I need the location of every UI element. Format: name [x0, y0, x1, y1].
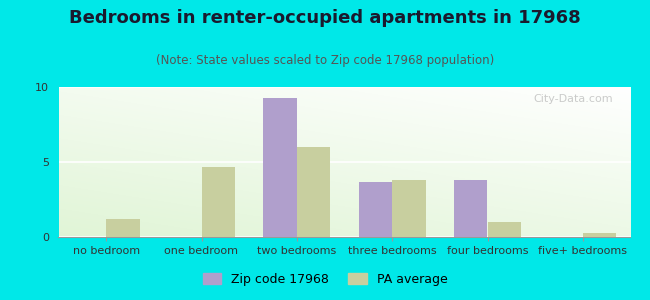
- Text: Bedrooms in renter-occupied apartments in 17968: Bedrooms in renter-occupied apartments i…: [69, 9, 581, 27]
- Bar: [454, 180, 488, 237]
- Text: City-Data.com: City-Data.com: [534, 94, 614, 104]
- Bar: [297, 147, 330, 237]
- Bar: [583, 232, 616, 237]
- Text: (Note: State values scaled to Zip code 17968 population): (Note: State values scaled to Zip code 1…: [156, 54, 494, 67]
- Bar: [106, 219, 140, 237]
- Bar: [263, 98, 297, 237]
- Bar: [359, 182, 392, 237]
- Bar: [202, 167, 235, 237]
- Legend: Zip code 17968, PA average: Zip code 17968, PA average: [198, 268, 452, 291]
- Bar: [392, 180, 426, 237]
- Bar: [488, 222, 521, 237]
